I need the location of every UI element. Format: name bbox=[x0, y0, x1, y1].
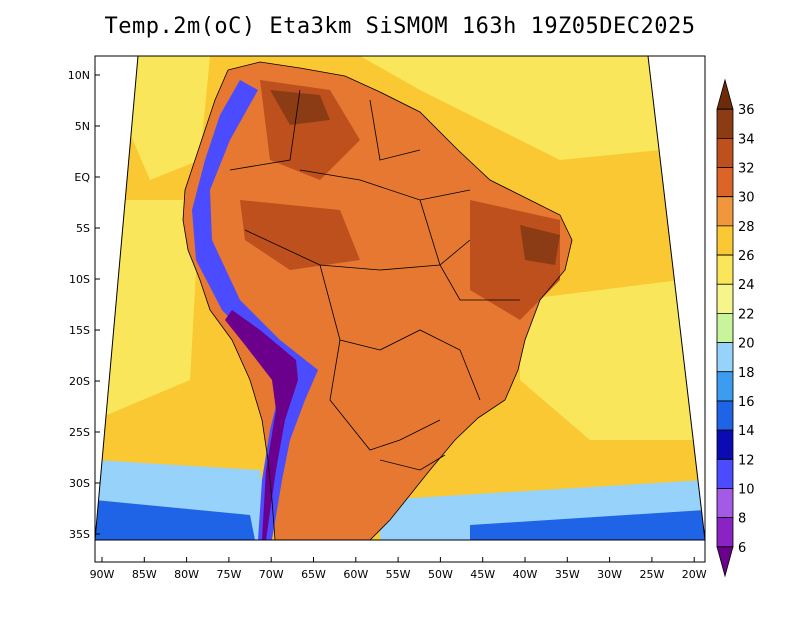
southern-coldest-band bbox=[95, 500, 255, 540]
colorbar-swatch bbox=[716, 225, 734, 256]
map-title: Temp.2m(oC) Eta3km SiSMOM 163h 19Z05DEC2… bbox=[104, 14, 696, 39]
lat-label: EQ bbox=[74, 171, 90, 184]
lat-label: 20S bbox=[69, 375, 90, 388]
southern-coldest-band bbox=[470, 510, 705, 540]
colorbar-label: 22 bbox=[738, 307, 755, 322]
colorbar-label: 30 bbox=[738, 191, 755, 206]
andes-cold-strip bbox=[192, 80, 318, 540]
colorbar-label: 12 bbox=[738, 453, 755, 468]
ocean-cool-patch bbox=[520, 280, 700, 440]
lat-label: 25S bbox=[69, 426, 90, 439]
lon-label: 70W bbox=[259, 568, 284, 581]
colorbar-label: 16 bbox=[738, 395, 755, 410]
boundary-line bbox=[227, 61, 573, 540]
land-hottest-region bbox=[270, 90, 330, 125]
lon-label: 55W bbox=[386, 568, 411, 581]
lon-label: 45W bbox=[470, 568, 495, 581]
longitude-axis: 90W 85W 80W 75W 70W 65W 60W 55W 50W 45W 40W 35W 30W 2… bbox=[90, 557, 707, 581]
andes-coldest-strip bbox=[225, 310, 298, 540]
lon-label: 30W bbox=[597, 568, 622, 581]
boundary-line bbox=[329, 339, 441, 451]
colorbar-swatch bbox=[716, 546, 734, 578]
lon-label: 80W bbox=[174, 568, 199, 581]
colorbar-label: 20 bbox=[738, 337, 755, 352]
colorbar-swatch bbox=[716, 488, 734, 519]
lon-label: 85W bbox=[132, 568, 157, 581]
land-hot-region bbox=[240, 200, 360, 270]
colorbar-swatch bbox=[716, 137, 734, 168]
boundary-line bbox=[299, 169, 471, 201]
boundary-line bbox=[369, 99, 421, 161]
lon-label: 50W bbox=[428, 568, 453, 581]
colorbar-swatch bbox=[716, 196, 734, 227]
colorbar-label: 10 bbox=[738, 482, 755, 497]
boundary-lines bbox=[182, 61, 573, 540]
colorbar-swatch bbox=[716, 371, 734, 402]
colorbar-swatch bbox=[716, 342, 734, 373]
lon-label: 90W bbox=[90, 568, 115, 581]
lon-label: 25W bbox=[639, 568, 664, 581]
boundary-line bbox=[182, 69, 276, 540]
colorbar-swatch bbox=[716, 429, 734, 460]
colorbar-swatch bbox=[716, 517, 734, 548]
lon-label: 20W bbox=[682, 568, 707, 581]
colorbar-label: 8 bbox=[738, 512, 746, 527]
colorbar-swatch bbox=[716, 167, 734, 198]
colorbar-label: 26 bbox=[738, 249, 755, 264]
colorbar-label: 28 bbox=[738, 220, 755, 235]
lat-label: 5N bbox=[75, 120, 90, 133]
colorbar-label: 24 bbox=[738, 278, 755, 293]
colorbar-swatch bbox=[716, 458, 734, 489]
colorbar-label: 14 bbox=[738, 424, 755, 439]
colorbar-swatch bbox=[716, 400, 734, 431]
lat-label: 35S bbox=[69, 528, 90, 541]
ocean-cool-patch bbox=[95, 200, 200, 420]
latitude-axis: 10N 5N EQ 5S 10S 15S 20S 25S 30S 35S bbox=[68, 69, 100, 541]
boundary-line bbox=[229, 89, 301, 171]
lon-label: 35W bbox=[555, 568, 580, 581]
land-hottest-region bbox=[520, 225, 560, 265]
colorbar-label: 18 bbox=[738, 366, 755, 381]
lat-label: 5S bbox=[76, 222, 90, 235]
lat-label: 30S bbox=[69, 477, 90, 490]
colorbar-label: 34 bbox=[738, 132, 755, 147]
colorbar-label: 6 bbox=[738, 541, 746, 556]
colorbar-swatch bbox=[716, 313, 734, 343]
colorbar-swatch bbox=[716, 283, 734, 314]
lon-label: 60W bbox=[343, 568, 368, 581]
colorbar-swatch bbox=[716, 78, 734, 110]
colorbar-swatch bbox=[716, 108, 734, 139]
lat-label: 15S bbox=[69, 324, 90, 337]
lon-label: 65W bbox=[301, 568, 326, 581]
boundary-line bbox=[379, 454, 446, 471]
colorbar: 6 8 10 12 14 16 18 20 22 24 26 28 30 32 34 36 bbox=[716, 78, 755, 578]
lat-label: 10S bbox=[69, 273, 90, 286]
colorbar-label: 32 bbox=[738, 162, 755, 177]
ocean-cool-patch bbox=[360, 56, 660, 160]
pacific-cool-patch bbox=[120, 56, 210, 180]
boundary-line bbox=[319, 264, 481, 401]
lat-label: 10N bbox=[68, 69, 90, 82]
map-field bbox=[95, 56, 705, 540]
colorbar-swatch bbox=[716, 254, 734, 285]
boundary-line bbox=[244, 229, 471, 271]
colorbar-label: 36 bbox=[738, 103, 755, 118]
lon-label: 40W bbox=[513, 568, 538, 581]
boundary-line bbox=[419, 199, 520, 301]
lon-label: 75W bbox=[216, 568, 241, 581]
axes-box bbox=[94, 55, 706, 563]
